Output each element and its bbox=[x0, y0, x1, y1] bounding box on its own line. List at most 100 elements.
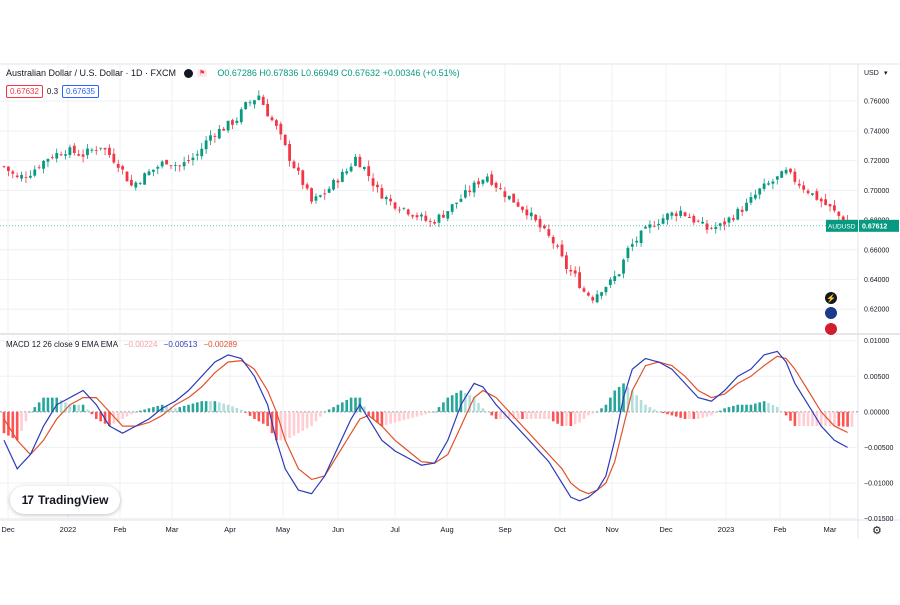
macd-histogram-bar bbox=[217, 402, 221, 412]
candle-body bbox=[314, 196, 318, 201]
candle-body bbox=[46, 158, 50, 162]
candle-body bbox=[283, 134, 287, 146]
ohlc-change: +0.00346 (+0.51%) bbox=[382, 68, 460, 78]
candle-body bbox=[33, 169, 37, 176]
x-tick-label: Feb bbox=[114, 525, 127, 534]
candle-body bbox=[802, 185, 806, 190]
candle-body bbox=[499, 188, 502, 190]
candle-body bbox=[481, 179, 485, 184]
ohlc-open: O0.67286 bbox=[217, 68, 257, 78]
macd-histogram-bar bbox=[776, 406, 779, 412]
au-flag-icon[interactable] bbox=[824, 306, 838, 320]
candle-body bbox=[472, 182, 476, 193]
buy-price-button[interactable]: 0.67635 bbox=[62, 85, 99, 98]
macd-histogram-bar bbox=[547, 411, 551, 419]
candle-body bbox=[841, 216, 845, 223]
macd-histogram-bar bbox=[780, 411, 783, 412]
candle-body bbox=[103, 148, 107, 150]
candle-body bbox=[661, 218, 665, 224]
candle-body bbox=[485, 176, 489, 182]
macd-histogram-bar bbox=[455, 392, 458, 412]
tradingview-logo[interactable]: 17 TradingView bbox=[10, 486, 120, 514]
macd-histogram-bar bbox=[367, 411, 370, 416]
macd-histogram-bar bbox=[406, 411, 410, 419]
macd-histogram-bar bbox=[789, 411, 792, 421]
candle-body bbox=[797, 183, 801, 186]
macd-histogram-bar bbox=[362, 406, 366, 412]
candle-body bbox=[296, 167, 300, 171]
candle-body bbox=[116, 163, 120, 168]
macd-histogram-bar bbox=[398, 411, 401, 422]
macd-histogram-bar bbox=[833, 411, 836, 427]
macd-histogram-bar bbox=[758, 402, 762, 412]
macd-histogram-bar bbox=[797, 411, 801, 427]
macd-histogram-bar bbox=[187, 404, 190, 412]
us-flag-icon[interactable] bbox=[824, 322, 838, 336]
candle-body bbox=[789, 168, 792, 173]
price-tick-label: 0.62000 bbox=[864, 307, 889, 314]
macd-histogram-bar bbox=[248, 411, 252, 416]
candle-body bbox=[731, 218, 735, 220]
macd-header[interactable]: MACD 12 26 close 9 EMA EMA −0.00224 −0.0… bbox=[6, 340, 237, 349]
ohlc-low: L0.66949 bbox=[300, 68, 339, 78]
macd-histogram-bar bbox=[446, 397, 450, 412]
macd-histogram-bar bbox=[806, 411, 810, 427]
macd-histogram-bar bbox=[499, 411, 502, 419]
candle-body bbox=[521, 206, 524, 210]
macd-histogram-bar bbox=[688, 411, 691, 419]
settings-gear-icon[interactable]: ⚙ bbox=[872, 525, 882, 537]
candle-body bbox=[187, 160, 190, 161]
candle-body bbox=[507, 195, 511, 200]
macd-histogram-bar bbox=[147, 408, 151, 412]
candle-body bbox=[64, 154, 67, 156]
macd-histogram-bar bbox=[275, 411, 278, 441]
macd-histogram-bar bbox=[354, 397, 357, 412]
macd-histogram-bar bbox=[793, 411, 797, 427]
candle-body bbox=[723, 221, 726, 225]
candle-body bbox=[525, 209, 529, 216]
macd-histogram-bar bbox=[420, 411, 423, 416]
macd-histogram-bar bbox=[477, 402, 480, 412]
price-tick-label: 0.76000 bbox=[864, 99, 889, 106]
macd-histogram-bar bbox=[609, 397, 612, 412]
candle-body bbox=[767, 183, 770, 185]
macd-histogram-bar bbox=[578, 411, 581, 423]
price-tick-label: 0.72000 bbox=[864, 158, 889, 165]
candle-body bbox=[556, 245, 560, 247]
lightning-icon[interactable]: ⚡ bbox=[825, 292, 837, 304]
macd-tick-label: −0.01000 bbox=[864, 481, 893, 488]
macd-histogram-bar bbox=[301, 411, 305, 431]
sell-price-button[interactable]: 0.67632 bbox=[6, 85, 43, 98]
candle-body bbox=[538, 219, 542, 228]
candle-body bbox=[560, 244, 564, 257]
candle-body bbox=[446, 211, 450, 219]
candle-body bbox=[670, 212, 674, 216]
macd-histogram-bar bbox=[433, 411, 436, 413]
candle-body bbox=[125, 171, 129, 182]
candle-body bbox=[213, 135, 217, 137]
macd-histogram-bar bbox=[811, 411, 814, 427]
candle-body bbox=[837, 211, 841, 216]
macd-histogram-bar bbox=[182, 405, 186, 412]
macd-histogram-bar bbox=[587, 411, 590, 416]
macd-histogram-bar bbox=[81, 404, 85, 412]
candle-body bbox=[819, 198, 823, 202]
tradingview-logo-text: TradingView bbox=[37, 493, 109, 507]
price-tick-label: 0.64000 bbox=[864, 277, 889, 284]
macd-histogram-bar bbox=[784, 411, 788, 416]
symbol-title[interactable]: Australian Dollar / U.S. Dollar · 1D · F… bbox=[6, 68, 177, 78]
macd-histogram-bar bbox=[7, 411, 10, 436]
x-tick-label: May bbox=[276, 525, 290, 534]
candle-body bbox=[617, 274, 621, 277]
candle-body bbox=[257, 95, 261, 100]
candle-body bbox=[151, 169, 155, 172]
macd-histogram-bar bbox=[314, 411, 318, 422]
macd-histogram-bar bbox=[442, 402, 445, 412]
macd-histogram-bar bbox=[29, 411, 32, 413]
macd-histogram-bar bbox=[850, 411, 854, 427]
candle-body bbox=[138, 183, 142, 184]
macd-histogram-bar bbox=[718, 410, 722, 412]
candle-body bbox=[692, 216, 696, 223]
